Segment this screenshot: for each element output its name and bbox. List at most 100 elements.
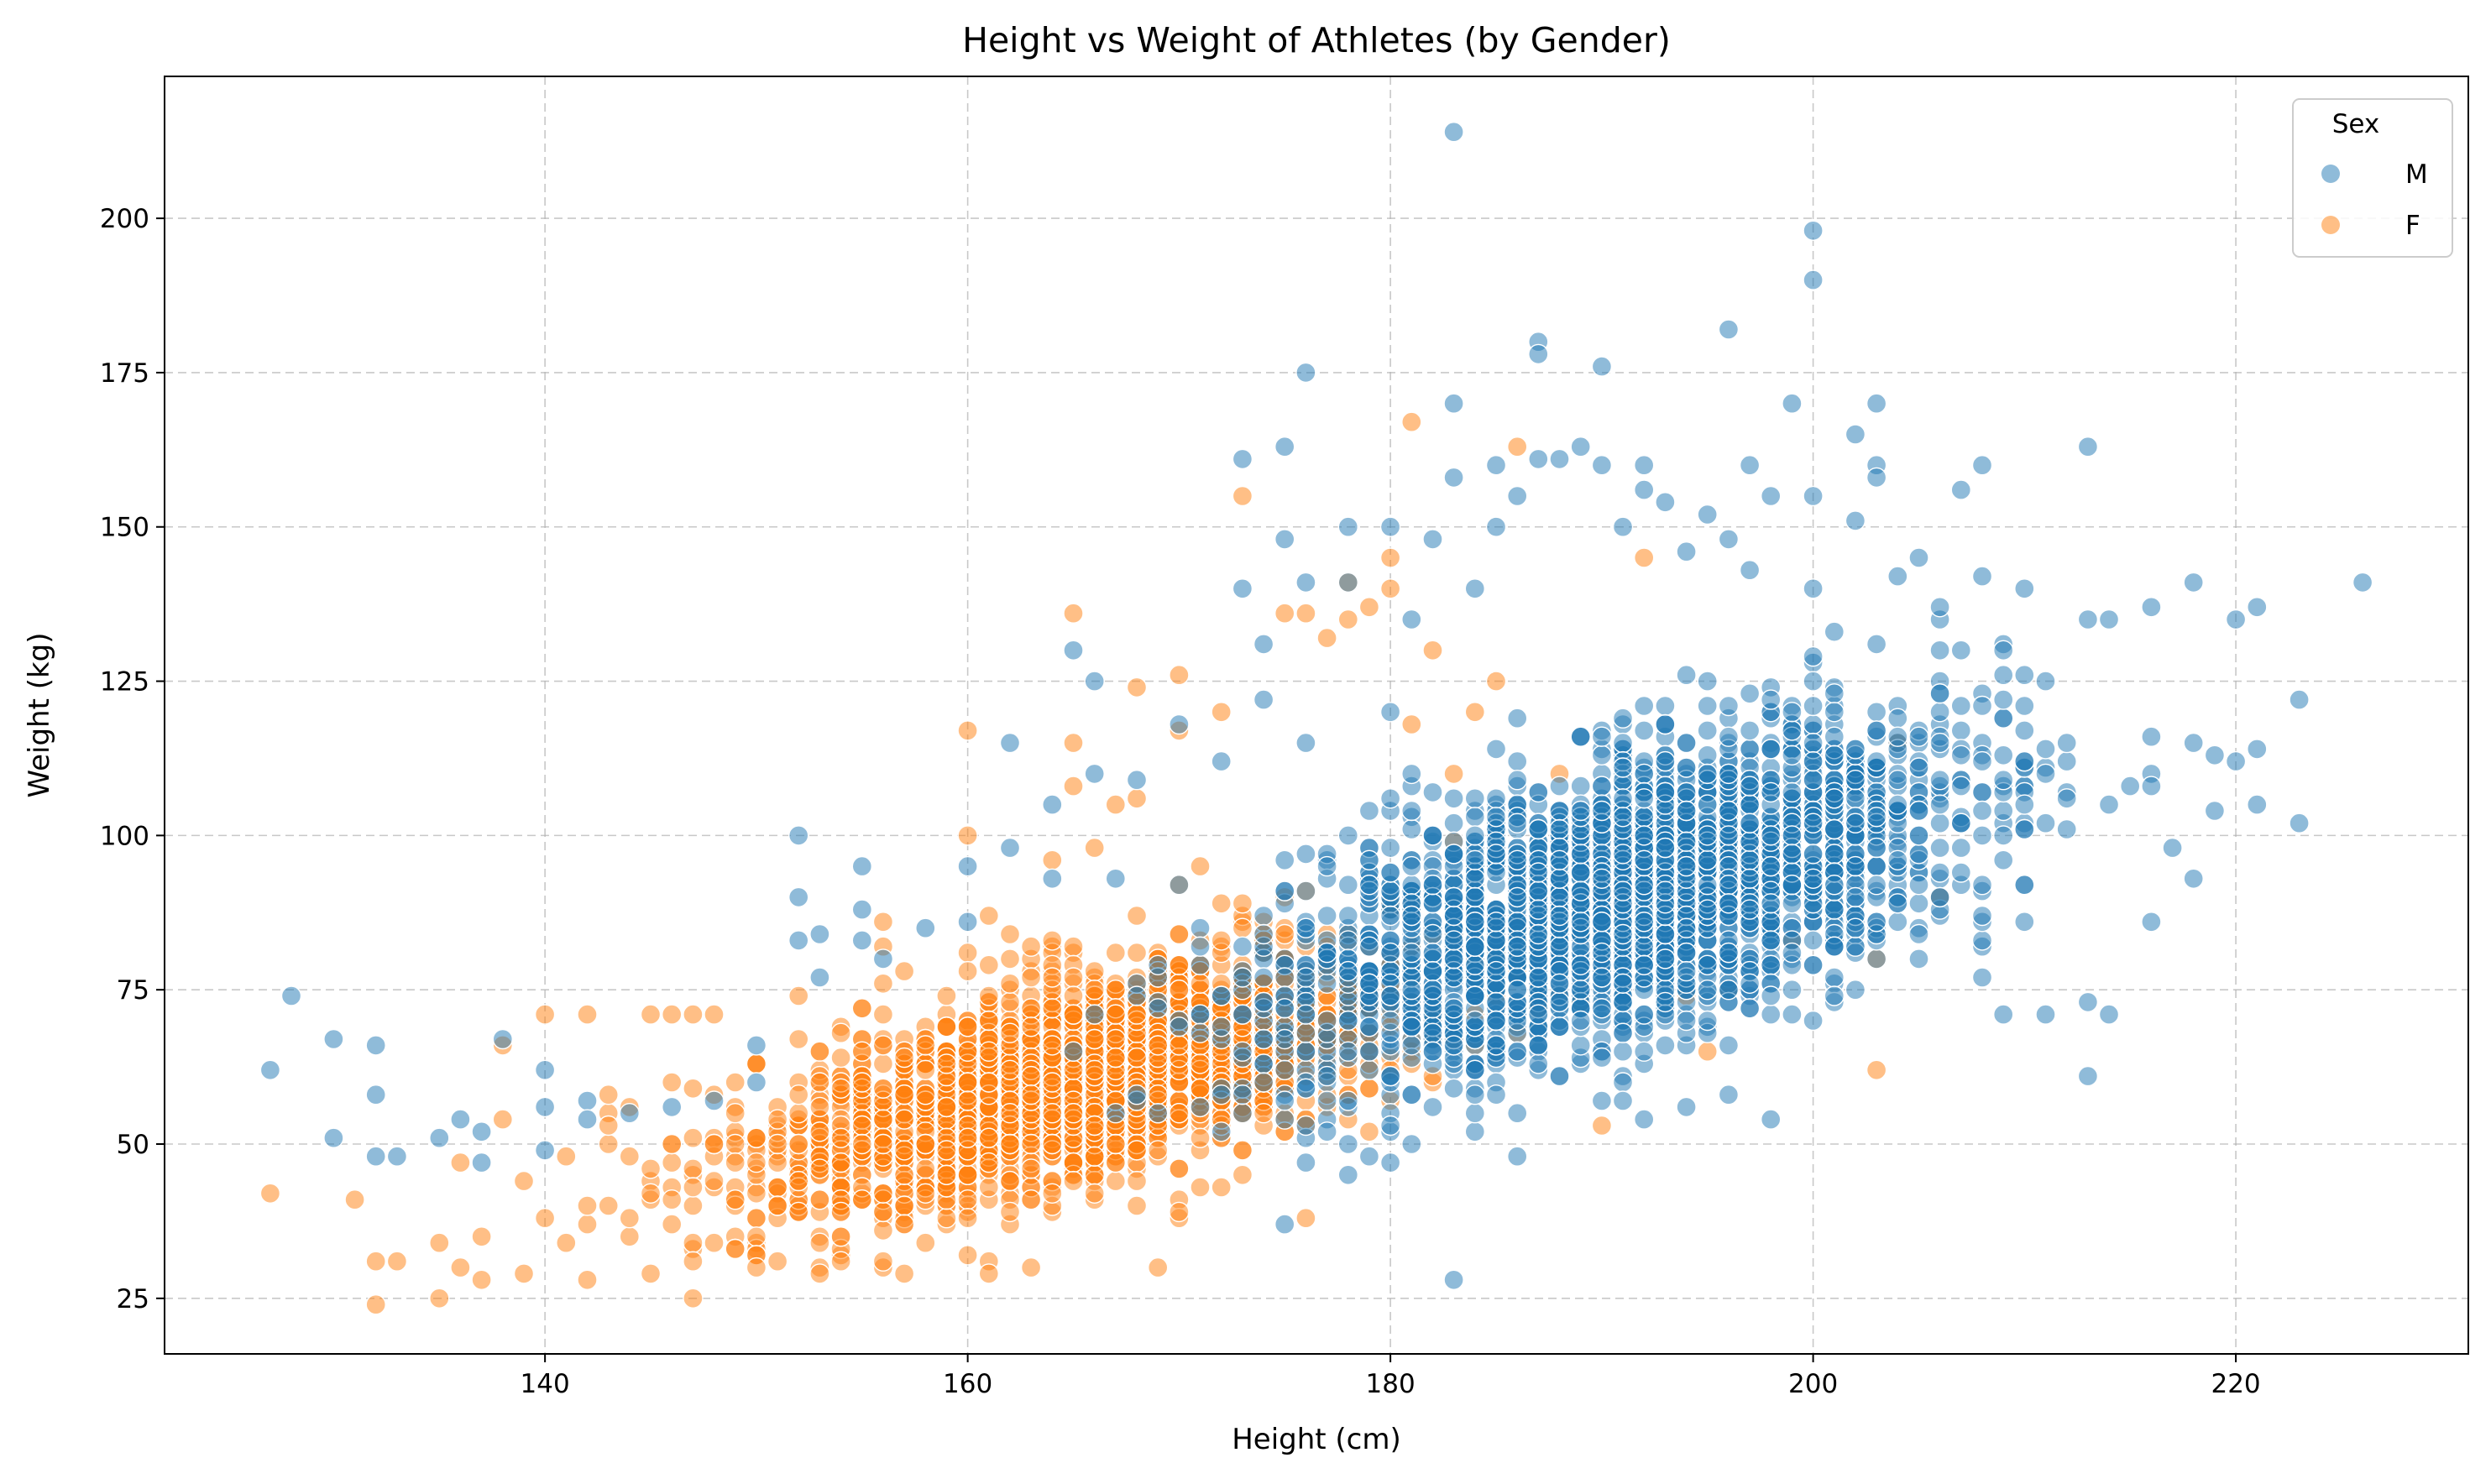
data-point-m bbox=[1845, 510, 1866, 531]
data-point-m bbox=[1443, 1269, 1464, 1291]
data-point-m bbox=[1803, 954, 1824, 976]
data-point-m bbox=[1316, 1090, 1337, 1111]
data-point-f bbox=[1105, 1133, 1127, 1155]
data-point-f bbox=[1190, 1127, 1211, 1148]
data-point-f bbox=[1358, 597, 1380, 618]
data-point-m bbox=[2035, 763, 2056, 785]
data-point-m bbox=[1633, 720, 1655, 741]
data-point-f bbox=[893, 1195, 915, 1216]
x-axis-label: Height (cm) bbox=[1232, 1423, 1401, 1456]
data-point-f bbox=[1063, 985, 1084, 1006]
data-point-m bbox=[1443, 121, 1464, 143]
legend-label-m: M bbox=[2405, 159, 2428, 190]
data-point-m bbox=[2204, 745, 2226, 766]
data-point-f bbox=[1063, 1170, 1084, 1192]
data-point-m bbox=[1295, 1078, 1316, 1100]
data-point-m bbox=[2141, 597, 2162, 618]
data-point-m bbox=[1950, 695, 1972, 717]
data-point-f bbox=[1084, 837, 1105, 859]
data-point-m bbox=[1676, 1010, 1697, 1032]
data-point-f bbox=[344, 1189, 365, 1210]
data-point-f bbox=[915, 1232, 936, 1253]
data-point-m bbox=[1443, 905, 1464, 927]
data-point-f bbox=[1042, 849, 1063, 871]
data-point-m bbox=[1042, 868, 1063, 890]
x-tick-label: 140 bbox=[521, 1369, 570, 1399]
data-point-m bbox=[2119, 776, 2141, 797]
data-point-m bbox=[1337, 930, 1359, 951]
data-point-f bbox=[1295, 1207, 1316, 1229]
data-point-m bbox=[1253, 634, 1274, 655]
data-point-m bbox=[1464, 1102, 1486, 1124]
data-point-m bbox=[1337, 874, 1359, 896]
data-point-m bbox=[1929, 683, 1950, 704]
data-point-f bbox=[1697, 1041, 1718, 1062]
data-point-m bbox=[1655, 948, 1676, 969]
data-point-f bbox=[893, 1047, 915, 1069]
data-point-m bbox=[1549, 776, 1570, 797]
data-point-m bbox=[2035, 813, 2056, 833]
x-tick-label: 200 bbox=[1788, 1369, 1838, 1399]
data-point-m bbox=[1739, 560, 1761, 581]
data-point-m bbox=[1316, 973, 1337, 995]
data-point-m bbox=[1845, 813, 1866, 833]
data-point-m bbox=[1612, 1072, 1634, 1093]
data-point-m bbox=[2183, 572, 2204, 593]
data-point-m bbox=[1464, 985, 1486, 1006]
data-point-m bbox=[323, 1127, 344, 1148]
data-point-f bbox=[1169, 954, 1190, 976]
data-point-m bbox=[1971, 874, 1993, 896]
data-point-m bbox=[1379, 1065, 1401, 1087]
data-point-f bbox=[872, 1201, 894, 1223]
data-point-m bbox=[1443, 467, 1464, 489]
data-point-m bbox=[1676, 960, 1697, 982]
data-point-m bbox=[1422, 825, 1443, 846]
data-point-f bbox=[1485, 671, 1507, 692]
data-point-m bbox=[450, 1109, 471, 1130]
data-point-m bbox=[1190, 936, 1211, 957]
data-point-m bbox=[365, 1084, 386, 1105]
data-point-m bbox=[1676, 917, 1697, 938]
y-tick-label: 150 bbox=[100, 513, 149, 543]
data-point-m bbox=[1422, 923, 1443, 945]
data-point-m bbox=[1633, 455, 1655, 476]
data-point-f bbox=[1253, 1102, 1274, 1124]
data-point-m bbox=[1379, 837, 1401, 859]
data-point-m bbox=[1316, 1010, 1337, 1032]
data-point-m bbox=[1274, 880, 1295, 901]
data-point-m bbox=[1633, 807, 1655, 828]
data-point-m bbox=[2077, 991, 2099, 1013]
data-point-m bbox=[1866, 750, 1887, 772]
data-point-f bbox=[1126, 1047, 1148, 1069]
data-point-m bbox=[1549, 973, 1570, 995]
data-point-f bbox=[767, 1195, 788, 1216]
data-point-m bbox=[1633, 763, 1655, 785]
data-point-m bbox=[1232, 578, 1253, 599]
data-point-m bbox=[1676, 757, 1697, 778]
data-point-m bbox=[2056, 732, 2077, 754]
data-point-m bbox=[999, 837, 1021, 859]
data-point-m bbox=[1549, 818, 1570, 840]
data-point-m bbox=[1887, 726, 1908, 747]
data-point-m bbox=[1803, 269, 1824, 290]
data-point-m bbox=[1633, 954, 1655, 976]
data-point-m bbox=[1401, 942, 1422, 964]
data-point-f bbox=[957, 720, 978, 741]
data-point-m bbox=[1232, 1084, 1253, 1105]
data-point-f bbox=[1084, 960, 1105, 982]
data-point-m bbox=[1570, 436, 1591, 457]
data-point-f bbox=[1506, 436, 1528, 457]
data-point-m bbox=[1739, 813, 1761, 833]
data-point-f bbox=[1401, 411, 1422, 432]
data-point-m bbox=[1908, 726, 1929, 747]
data-point-f bbox=[809, 1121, 830, 1142]
data-point-f bbox=[1042, 930, 1063, 951]
data-point-f bbox=[1126, 942, 1148, 964]
data-point-m bbox=[1760, 825, 1782, 846]
data-point-f bbox=[725, 1238, 746, 1260]
data-point-m bbox=[851, 899, 873, 920]
data-point-m bbox=[1295, 880, 1316, 901]
data-point-m bbox=[1528, 818, 1549, 840]
legend-marker-m bbox=[2321, 165, 2340, 183]
data-point-f bbox=[1401, 713, 1422, 735]
